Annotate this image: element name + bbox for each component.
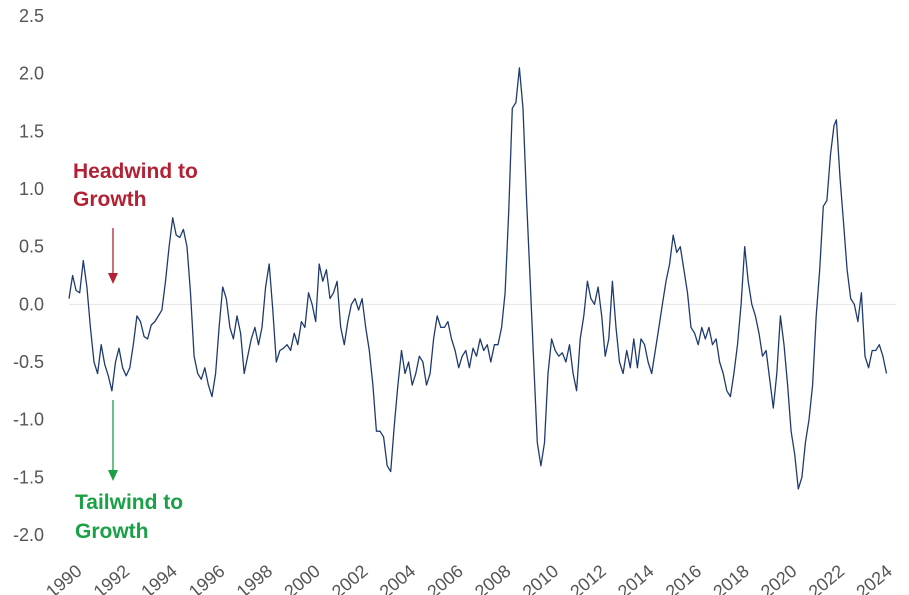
headwind-label-line1: Headwind to <box>73 160 198 183</box>
x-tick-label: 1990 <box>42 561 86 595</box>
y-tick-label: 0.5 <box>19 237 44 257</box>
x-tick-label: 2002 <box>328 561 372 595</box>
y-tick-label: 2.0 <box>19 64 44 84</box>
series-line <box>68 67 888 490</box>
x-tick-label: 2014 <box>614 561 658 595</box>
x-axis-ticks: 1990 1992 1994 1996 1998 2000 2002 2004 2006 2008… <box>42 561 896 595</box>
x-tick-label: 2000 <box>280 561 324 595</box>
y-tick-label: -1.5 <box>13 467 44 487</box>
headwind-arrow-head <box>108 273 118 284</box>
x-tick-label: 2020 <box>757 561 801 595</box>
y-tick-label: 1.5 <box>19 121 44 141</box>
x-tick-label: 2010 <box>519 561 563 595</box>
y-tick-label: 0.0 <box>19 294 44 314</box>
x-tick-label: 2024 <box>852 561 896 595</box>
tailwind-label-line2: Growth <box>75 520 149 543</box>
y-tick-label: 1.0 <box>19 179 44 199</box>
x-tick-label: 2004 <box>376 561 420 595</box>
x-tick-label: 2008 <box>471 561 515 595</box>
x-tick-label: 2012 <box>566 561 610 595</box>
tailwind-label: Tailwind to Growth <box>75 491 189 543</box>
x-tick-label: 2016 <box>662 561 706 595</box>
y-tick-label: -0.5 <box>13 352 44 372</box>
x-tick-label: 2006 <box>423 561 467 595</box>
headwind-label: Headwind to Growth <box>73 160 204 211</box>
y-tick-label: -1.0 <box>13 410 44 430</box>
y-axis-ticks: 2.5 2.0 1.5 1.0 0.5 0.0 -0.5 -1.0 -1.5 -2.0 <box>13 6 44 545</box>
x-tick-label: 1998 <box>233 561 277 595</box>
x-tick-label: 1994 <box>137 561 181 595</box>
x-tick-label: 1992 <box>90 561 134 595</box>
tailwind-arrow-head <box>108 470 118 481</box>
headwind-label-line2: Growth <box>73 188 147 211</box>
x-tick-label: 2022 <box>805 561 849 595</box>
tailwind-annotation: Tailwind to Growth <box>75 400 189 543</box>
y-tick-label: 2.5 <box>19 6 44 26</box>
tailwind-label-line1: Tailwind to <box>75 491 183 514</box>
y-tick-label: -2.0 <box>13 525 44 545</box>
x-tick-label: 1996 <box>185 561 229 595</box>
x-tick-label: 2018 <box>709 561 753 595</box>
headwind-annotation: Headwind to Growth <box>73 160 204 284</box>
